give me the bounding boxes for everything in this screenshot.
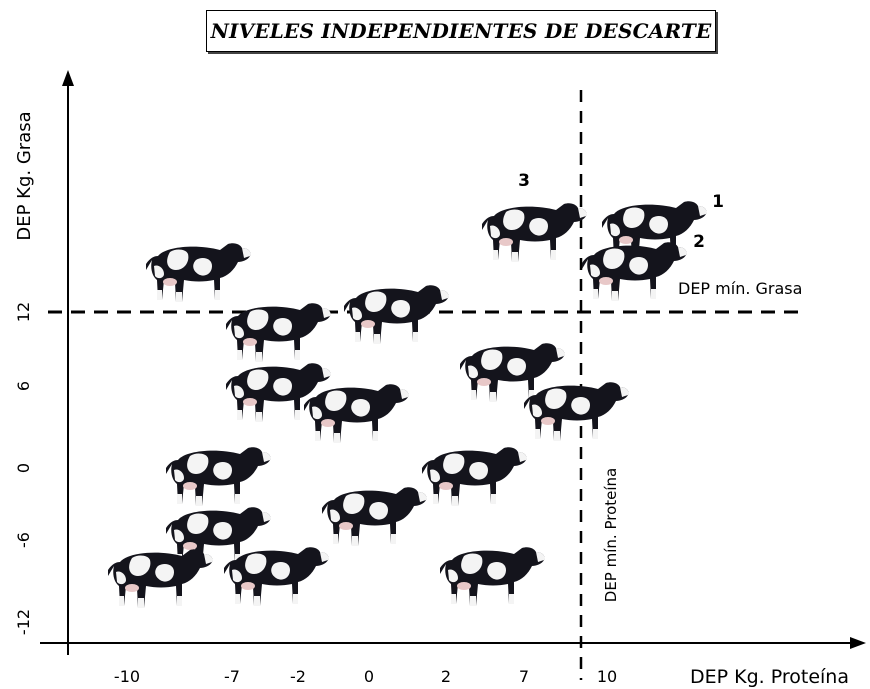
y-axis-label: DEP Kg. Grasa [14,111,35,240]
x-axis-arrow-icon [850,637,866,649]
x-tick-label: -10 [114,667,140,686]
title-box: NIVELES INDEPENDIENTES DE DESCARTE [206,10,716,52]
y-tick-label: 6 [14,381,33,391]
y-tick-label: 0 [14,463,33,473]
cow-2-icon [582,242,687,301]
x-axis-label: DEP Kg. Proteína [690,666,849,688]
x-tick-label: 10 [597,667,617,686]
cow-icon [166,447,271,506]
cow-icon [304,384,409,443]
proteina-threshold-label: DEP mín. Proteína [602,468,620,602]
y-axis-arrow-icon [62,70,74,86]
y-tick-label: 12 [14,302,33,322]
cow-number-label: 3 [518,171,530,191]
cow-icon [146,243,251,302]
cow-icon [440,547,545,606]
cow-icon [422,447,527,506]
cow-icon [482,203,587,262]
cow-icon [108,549,213,608]
y-tick-label: -6 [14,532,33,548]
x-tick-label: 2 [441,667,451,686]
cow-icon [344,285,449,344]
y-tick-label: -12 [14,609,33,635]
x-tick-label: -2 [290,667,306,686]
cow-number-label: 1 [712,192,724,212]
diagram-title: NIVELES INDEPENDIENTES DE DESCARTE [210,19,712,43]
cow-icon [524,382,629,441]
grasa-threshold-label: DEP mín. Grasa [678,279,802,298]
cow-number-label: 2 [693,232,705,252]
x-tick-label: 0 [364,667,374,686]
x-tick-label: 7 [519,667,529,686]
x-tick-label: -7 [224,667,240,686]
cow-icon [322,487,427,546]
